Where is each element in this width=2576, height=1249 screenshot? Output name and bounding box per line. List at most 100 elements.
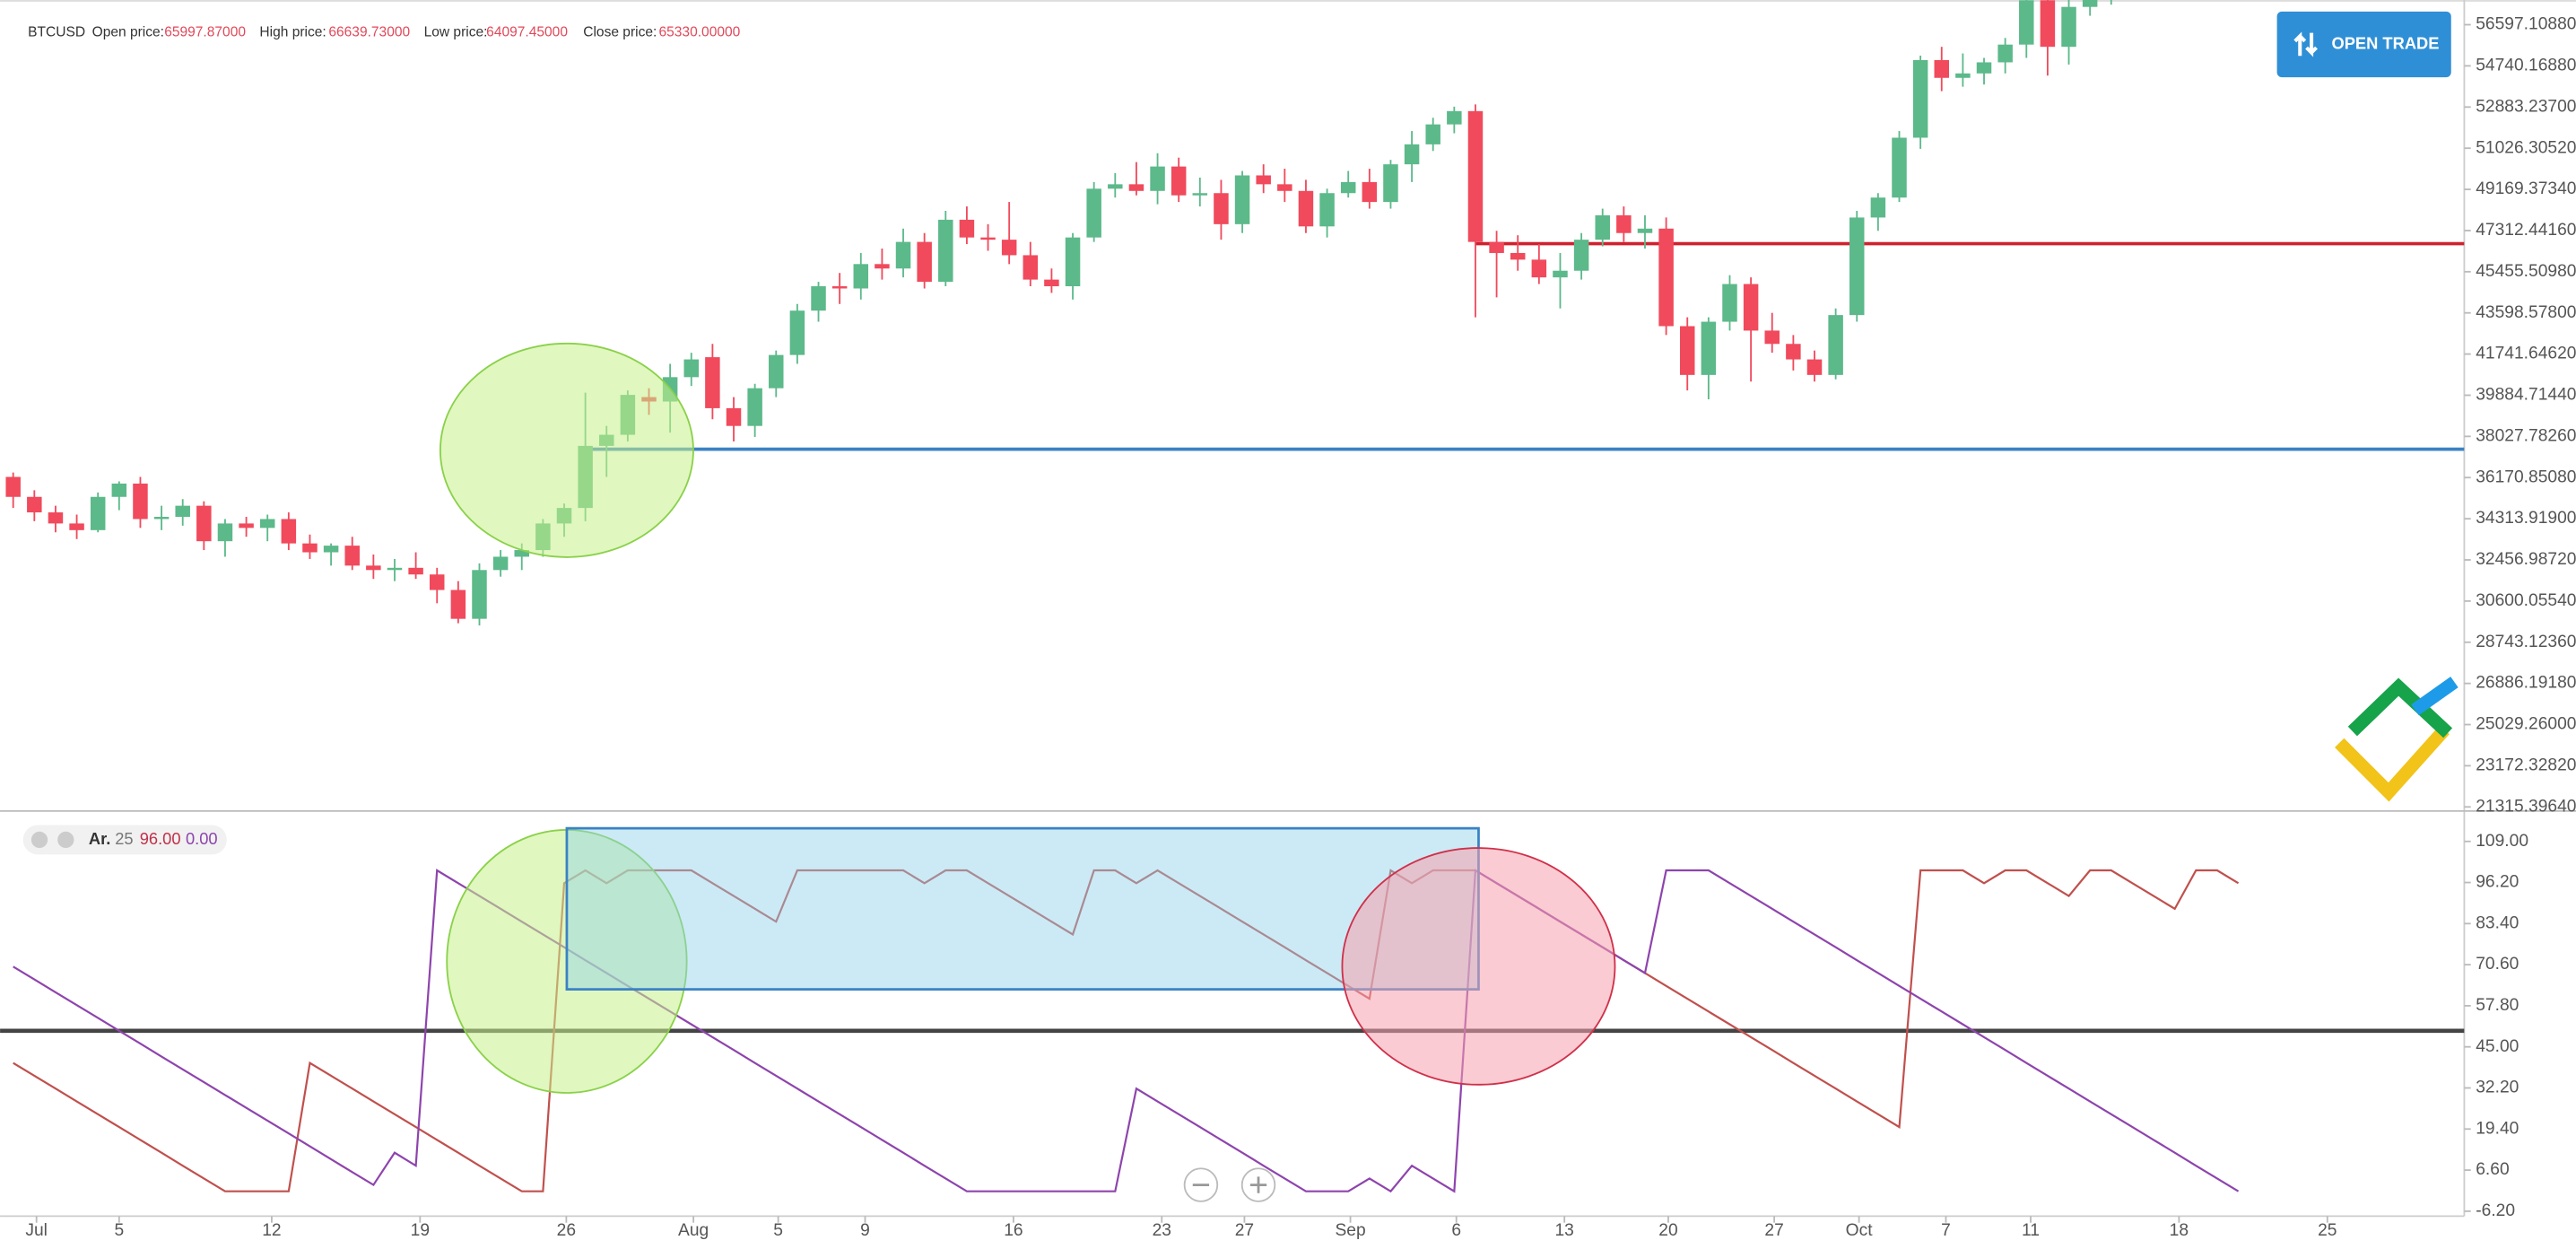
candle-body [1319,193,1335,227]
candle-body [1637,228,1653,233]
legend-pill [22,825,227,855]
candle-body [917,241,932,283]
x-tick-label: 25 [2318,1221,2337,1240]
y-tick-label: -6.20 [2476,1201,2515,1220]
candle-body [239,523,254,528]
candle-body [1256,175,1271,185]
candle-body [1298,190,1314,227]
x-tick-label: 11 [2022,1221,2040,1240]
candle-body [5,476,21,497]
candle-body [1806,359,1823,375]
indicator-down: 0.00 [186,829,218,848]
candle-body [1595,214,1610,240]
candle-body [387,567,403,571]
y-tick-label: 23172.32820 [2476,756,2576,774]
candle-body [1044,279,1059,287]
candle-body [1892,137,1907,198]
y-tick-label: 49169.37340 [2476,179,2576,198]
y-tick-label: 28743.12360 [2476,633,2576,651]
x-tick-label: 13 [1555,1221,1574,1240]
candle-body [323,546,339,553]
button-bg[interactable] [2276,11,2451,78]
x-tick-label: 7 [1941,1221,1951,1240]
candle-body [1383,164,1398,203]
indicator-pane [0,869,2465,1193]
candle-body [344,546,360,566]
candle-body [1849,217,1865,316]
y-tick-label: 39884.71440 [2476,386,2576,405]
logo-shape [2411,677,2459,716]
candle-body [1743,284,1759,331]
x-tick-label: Oct [1846,1221,1874,1240]
candle-body [472,570,487,619]
candle-body [1192,193,1208,196]
zoom-controls[interactable] [1183,1167,1276,1202]
candle-body [27,496,42,513]
close-icon[interactable] [30,831,48,849]
candle-body [1701,321,1717,375]
indicator-period: 25 [115,829,133,848]
x-tick-label: Sep [1335,1221,1365,1240]
y-tick-label: 96.20 [2476,873,2519,892]
candle-body [1764,330,1780,345]
candle-body [1150,166,1165,191]
y-tick-label: 52883.23700 [2476,97,2576,116]
x-tick-label: 26 [557,1221,576,1240]
y-tick-label: 34313.91900 [2476,509,2576,528]
candle-body [1828,315,1843,375]
indicator-line [13,869,2240,1192]
logo-shape [2335,725,2450,802]
candle-body [1340,181,1356,194]
candle-body [831,286,848,289]
highlight-ellipse [1341,847,1616,1086]
highlight-ellipse [439,342,694,558]
candle-body [1234,175,1250,224]
y-tick-label: 57.80 [2476,996,2519,1015]
candle-body [747,388,762,426]
y-tick-label: 54740.16880 [2476,56,2576,74]
candle-body [450,590,466,619]
highlight-box [565,826,1480,991]
field-value: 65330.00000 [659,25,741,40]
candle-body [492,556,509,571]
field-label: Low price: [424,25,488,40]
candle-body [48,512,64,524]
candle-body [281,519,297,544]
y-tick-label: 83.40 [2476,913,2519,932]
indicator-legend: Ar. 25 96.00 0.00 [22,825,227,855]
candle-body [1086,188,1101,238]
candle-body [1870,197,1886,218]
candle-body [1171,166,1187,196]
candle-body [1001,240,1017,256]
candle-body [1616,214,1632,233]
candle-body [196,505,212,542]
candle-body [853,264,869,289]
candle-body [1553,270,1568,278]
candle-body [1658,228,1674,327]
settings-icon[interactable] [57,831,74,849]
y-tick-label: 25029.26000 [2476,715,2576,734]
x-tick-label: 5 [773,1221,783,1240]
candle-body [2061,6,2076,48]
zoom-in-icon [1249,1176,1267,1193]
candle-body [1447,110,1462,125]
x-tick-label: Aug [678,1221,709,1240]
indicator-name: Ar. [89,829,110,848]
candle-body [811,286,826,311]
y-tick-label: 32.20 [2476,1079,2519,1097]
y-tick-label: 45455.50980 [2476,262,2576,281]
open-trade-button[interactable]: OPEN TRADE [2276,11,2451,78]
logo-shape [2347,677,2453,738]
x-tick-label: 27 [1764,1221,1783,1240]
candle-body [175,505,190,517]
y-tick-label: 30600.05540 [2476,591,2576,610]
candle-body [1277,184,1292,191]
candle-body [408,567,423,575]
candle-body [111,483,127,497]
x-tick-label: 23 [1153,1221,1171,1240]
field-label: Open price: [92,25,164,40]
button-label[interactable]: OPEN TRADE [2332,33,2440,52]
y-tick-label: 36170.85080 [2476,467,2576,486]
y-tick-label: 43598.57800 [2476,303,2576,322]
